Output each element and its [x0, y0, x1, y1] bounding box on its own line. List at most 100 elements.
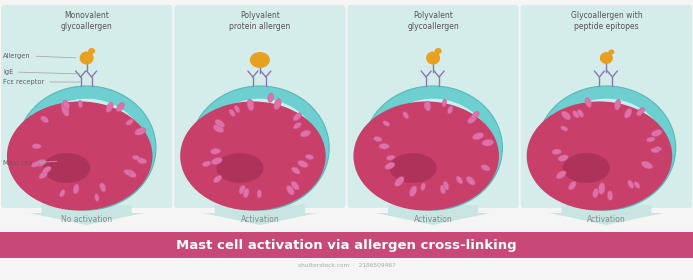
Ellipse shape: [17, 86, 156, 210]
FancyBboxPatch shape: [1, 5, 173, 208]
Ellipse shape: [250, 52, 270, 68]
Ellipse shape: [568, 181, 576, 190]
Ellipse shape: [537, 86, 676, 210]
Ellipse shape: [364, 86, 502, 210]
Ellipse shape: [286, 185, 295, 195]
Ellipse shape: [389, 153, 437, 183]
Ellipse shape: [456, 176, 463, 184]
Ellipse shape: [274, 99, 281, 110]
Text: Polyvalent
glycoallergen: Polyvalent glycoallergen: [407, 11, 459, 31]
Ellipse shape: [353, 101, 499, 211]
Ellipse shape: [448, 106, 453, 114]
Ellipse shape: [563, 153, 610, 183]
FancyBboxPatch shape: [174, 5, 346, 208]
Ellipse shape: [444, 181, 449, 190]
Ellipse shape: [556, 171, 566, 179]
Ellipse shape: [32, 144, 41, 149]
Ellipse shape: [471, 111, 480, 118]
Ellipse shape: [180, 101, 326, 211]
Ellipse shape: [216, 153, 263, 183]
Ellipse shape: [126, 170, 137, 178]
Ellipse shape: [292, 167, 300, 174]
Ellipse shape: [298, 160, 308, 167]
Ellipse shape: [60, 190, 65, 197]
Ellipse shape: [651, 130, 662, 137]
Ellipse shape: [213, 125, 224, 132]
Ellipse shape: [440, 185, 446, 194]
Ellipse shape: [466, 176, 475, 185]
Ellipse shape: [124, 170, 131, 175]
Bar: [0, 232, 693, 258]
Text: Activation: Activation: [240, 215, 279, 224]
Ellipse shape: [243, 188, 249, 198]
Ellipse shape: [628, 180, 634, 188]
Ellipse shape: [35, 159, 46, 166]
Ellipse shape: [561, 126, 568, 131]
Ellipse shape: [637, 108, 644, 116]
Polygon shape: [550, 205, 663, 225]
Ellipse shape: [424, 102, 429, 110]
Ellipse shape: [426, 52, 440, 64]
Ellipse shape: [435, 48, 441, 54]
Ellipse shape: [651, 148, 659, 153]
Ellipse shape: [653, 147, 662, 151]
Ellipse shape: [410, 186, 416, 197]
Ellipse shape: [41, 116, 49, 123]
Text: Glycoallergen with
peptide epitopes: Glycoallergen with peptide epitopes: [570, 11, 642, 31]
Polygon shape: [376, 205, 490, 225]
Ellipse shape: [106, 102, 113, 112]
Polygon shape: [30, 205, 143, 225]
Ellipse shape: [202, 161, 211, 167]
Ellipse shape: [229, 109, 235, 116]
Ellipse shape: [247, 99, 254, 111]
Ellipse shape: [607, 191, 613, 200]
Text: Mast cell activation via allergen cross-linking: Mast cell activation via allergen cross-…: [176, 239, 517, 251]
Ellipse shape: [374, 137, 382, 142]
Ellipse shape: [598, 183, 605, 194]
Text: Activation: Activation: [414, 215, 453, 224]
Ellipse shape: [61, 103, 69, 114]
Ellipse shape: [387, 155, 395, 160]
Ellipse shape: [39, 172, 48, 179]
Ellipse shape: [63, 100, 69, 109]
FancyBboxPatch shape: [347, 5, 519, 208]
Ellipse shape: [468, 115, 477, 123]
Text: Activation: Activation: [587, 215, 626, 224]
Ellipse shape: [191, 86, 329, 210]
Ellipse shape: [395, 177, 404, 186]
Ellipse shape: [481, 165, 490, 171]
Ellipse shape: [593, 188, 599, 198]
Ellipse shape: [572, 111, 579, 118]
Ellipse shape: [647, 137, 655, 142]
Ellipse shape: [27, 99, 146, 205]
Ellipse shape: [547, 99, 666, 205]
Ellipse shape: [293, 122, 301, 129]
Ellipse shape: [624, 108, 632, 118]
Ellipse shape: [608, 50, 615, 55]
Ellipse shape: [80, 52, 94, 64]
Ellipse shape: [7, 101, 152, 211]
Ellipse shape: [642, 161, 653, 169]
Ellipse shape: [293, 113, 301, 121]
Ellipse shape: [137, 158, 147, 164]
Ellipse shape: [211, 148, 220, 154]
Ellipse shape: [403, 112, 409, 119]
FancyBboxPatch shape: [520, 5, 692, 208]
Ellipse shape: [234, 105, 240, 113]
Text: IgE: IgE: [3, 69, 80, 75]
Ellipse shape: [615, 100, 621, 110]
Ellipse shape: [558, 155, 568, 161]
Ellipse shape: [73, 184, 79, 194]
Ellipse shape: [306, 155, 314, 160]
Ellipse shape: [379, 143, 389, 149]
Ellipse shape: [267, 93, 274, 102]
Ellipse shape: [31, 162, 40, 167]
Ellipse shape: [126, 119, 134, 125]
Text: Fcε receptor: Fcε receptor: [3, 79, 80, 85]
Ellipse shape: [95, 194, 99, 201]
Ellipse shape: [239, 185, 245, 194]
Ellipse shape: [561, 111, 571, 120]
Ellipse shape: [213, 175, 222, 183]
Ellipse shape: [116, 102, 124, 112]
Ellipse shape: [577, 109, 584, 117]
